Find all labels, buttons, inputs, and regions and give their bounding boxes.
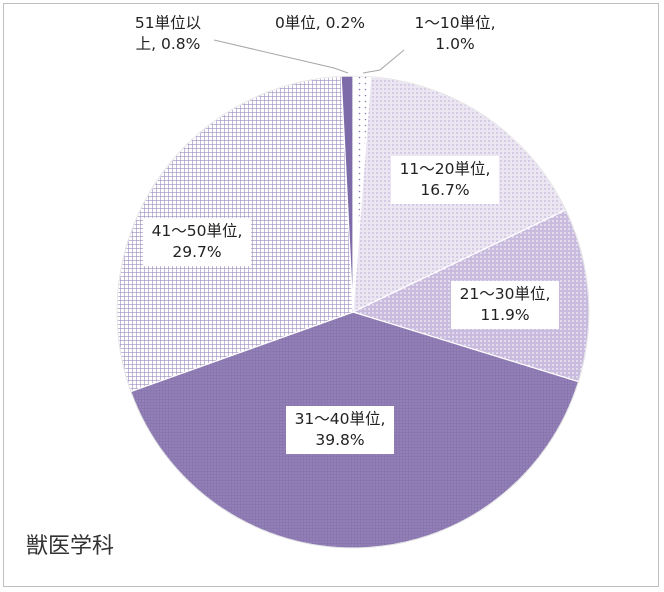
pie-outline xyxy=(116,75,590,549)
slice-label-3-line-1: 11～20単位, xyxy=(400,160,491,178)
chart-title: 獣医学科 xyxy=(26,534,115,559)
chart-frame: 0単位, 0.2% 1～10単位, 1.0% 11～20単位, 16.7% 21～30単位… xyxy=(3,3,659,587)
slice-label-5-line-1: 31～40単位, xyxy=(295,410,386,428)
slice-label-bg-3 xyxy=(391,156,499,204)
slice-label-group-1: 0単位, 0.2% xyxy=(275,14,365,32)
slice-label-7-line-1: 51単位以 xyxy=(135,14,201,32)
slice-label-group-2: 1～10単位, 1.0% xyxy=(414,14,495,53)
slice-label-group-6: 41～50単位, 29.7% xyxy=(143,218,251,266)
slice-label-6-line-1: 41～50単位, xyxy=(152,222,243,240)
slice-label-bg-6 xyxy=(143,218,251,266)
slice-label-3-line-2: 16.7% xyxy=(420,181,469,199)
slice-labels: 0単位, 0.2% 1～10単位, 1.0% 11～20単位, 16.7% 21～30単位… xyxy=(135,14,559,454)
slice-label-group-3: 11～20単位, 16.7% xyxy=(391,156,499,204)
pie-chart: 0単位, 0.2% 1～10単位, 1.0% 11～20単位, 16.7% 21～30単位… xyxy=(116,14,590,549)
slice-label-bg-5 xyxy=(286,406,394,454)
slice-label-group-4: 21～30単位, 11.9% xyxy=(451,281,559,329)
slice-label-2-line-1: 1～10単位, xyxy=(414,14,495,32)
leader-line-7 xyxy=(213,39,349,74)
slice-label-bg-4 xyxy=(451,281,559,329)
slice-label-7-line-2: 上, 0.8% xyxy=(136,35,201,53)
slice-label-6-line-2: 29.7% xyxy=(172,243,221,261)
slice-label-4-line-1: 21～30単位, xyxy=(460,285,551,303)
leader-line-2 xyxy=(362,49,405,74)
slice-label-4-line-2: 11.9% xyxy=(480,306,529,324)
slice-label-5-line-2: 39.8% xyxy=(315,431,364,449)
pie-slices xyxy=(116,75,590,549)
slice-label-group-5: 31～40単位, 39.8% xyxy=(286,406,394,454)
slice-label-1-line-1: 0単位, 0.2% xyxy=(275,14,365,32)
slice-label-2-line-2: 1.0% xyxy=(435,35,474,53)
leader-lines xyxy=(213,39,405,74)
